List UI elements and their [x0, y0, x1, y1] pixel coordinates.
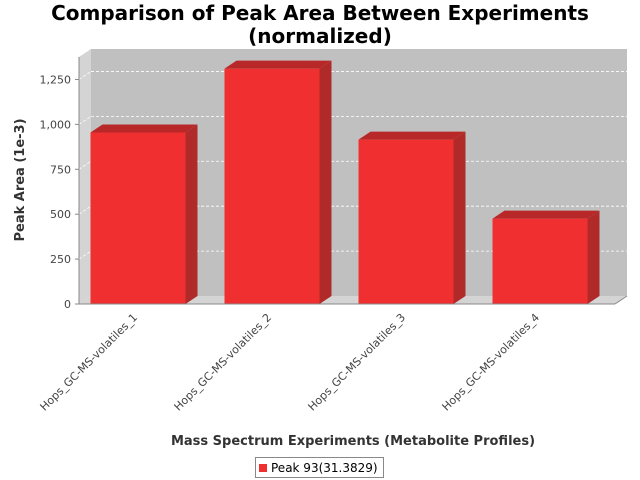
y-tick-label: 500 — [50, 208, 71, 221]
y-tick-label: 1,250 — [40, 73, 72, 86]
x-tick-label: Hops_GC-MS-volatiles_4 — [440, 311, 543, 414]
bar-front — [90, 132, 186, 304]
plot-left-wall — [79, 49, 91, 304]
bar-side — [185, 124, 198, 305]
x-tick-label: Hops_GC-MS-volatiles_1 — [38, 311, 141, 414]
x-axis: Hops_GC-MS-volatiles_1 Hops_GC-MS-volatil… — [38, 295, 628, 414]
gridline — [78, 250, 92, 260]
y-tick-label: 0 — [64, 298, 71, 311]
bar-side — [587, 210, 600, 304]
bar — [224, 60, 332, 305]
y-axis: 0 250 500 750 1,000 1,250 — [40, 57, 80, 311]
bar-front — [492, 218, 588, 304]
x-axis-line-depth — [614, 295, 628, 305]
bar-top — [492, 210, 600, 219]
bar — [358, 131, 466, 304]
y-axis-label: Peak Area (1e-3) — [13, 118, 28, 241]
bar — [492, 210, 600, 304]
chart-subtitle: (normalized) — [248, 24, 392, 48]
legend-label: Peak 93(31.3829) — [271, 460, 378, 475]
bars — [90, 60, 600, 305]
bar-side — [319, 60, 332, 305]
gridline — [78, 205, 92, 215]
bar — [90, 124, 198, 305]
y-tick-label: 250 — [50, 253, 71, 266]
bar-top — [358, 131, 466, 140]
y-tick-label: 1,000 — [40, 118, 72, 131]
bar-side — [453, 131, 466, 304]
gridline — [78, 160, 92, 170]
chart-title: Comparison of Peak Area Between Experime… — [0, 2, 640, 48]
bar-top — [90, 124, 198, 133]
gridline — [78, 116, 92, 125]
bar-top — [224, 60, 332, 69]
x-tick-label: Hops_GC-MS-volatiles_3 — [306, 311, 409, 414]
chart-title-main: Comparison of Peak Area Between Experime… — [51, 1, 589, 25]
x-axis-label: Mass Spectrum Experiments (Metabolite Pr… — [171, 434, 535, 449]
gridline — [78, 71, 92, 80]
legend: Peak 93(31.3829) — [255, 457, 384, 478]
y-tick-label: 750 — [50, 163, 71, 176]
bar-front — [224, 68, 320, 304]
plot-floor — [79, 296, 627, 304]
bar-front — [358, 139, 454, 304]
legend-swatch — [259, 463, 267, 472]
x-tick-label: Hops_GC-MS-volatiles_2 — [172, 311, 275, 414]
